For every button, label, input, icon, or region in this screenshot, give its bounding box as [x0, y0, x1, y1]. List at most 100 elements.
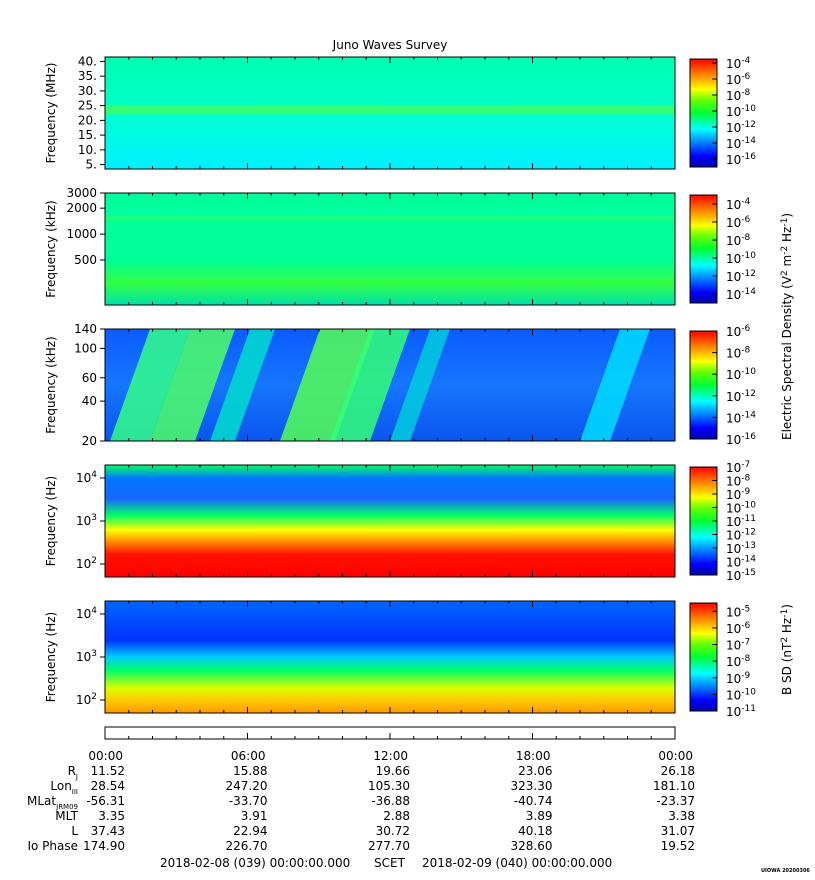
spectrogram-panel: 40.35.30.25.20.15.10.5. Frequency (MHz) [44, 54, 676, 172]
ephemeris-value: 22.94 [233, 824, 267, 838]
colorbar-tick-label: 10-8 [726, 654, 751, 669]
time-tick-label: 18:00 [516, 749, 551, 763]
colorbar-tick-label: 10-9 [726, 487, 751, 502]
y-tick-label: 20 [82, 434, 97, 448]
ephemeris-label: MLatJRM09 [27, 794, 78, 811]
time-tick-label: 00:00 [658, 749, 693, 763]
y-tick-label: 1000 [66, 227, 97, 241]
colorbar-tick-label: 10-9 [726, 671, 751, 686]
footer-scet-label: SCET [374, 856, 406, 870]
colorbar-tick-label: 10-6 [726, 72, 751, 87]
colorbar-ramp [689, 58, 718, 168]
spectrogram-image [105, 57, 675, 169]
y-tick-label: 103 [76, 513, 97, 528]
colorbar-tick-label: 10-11 [726, 514, 756, 529]
colorbar-tick-label: 10-10 [726, 501, 756, 516]
colorbar-ramp [689, 330, 718, 440]
colorbar-tick-label: 10-11 [726, 704, 756, 719]
colorbar-tick-label: 10-7 [726, 460, 750, 475]
ephemeris-value: 181.10 [653, 779, 695, 793]
ephemeris-value: 40.18 [518, 824, 552, 838]
uiowa-stamp: UIOWA 20200306 [761, 868, 810, 874]
emission-band [210, 329, 275, 441]
colorbar-tick-label: 10-10 [726, 251, 756, 266]
chart-title: Juno Waves Survey [332, 38, 448, 52]
ephemeris-value: -33.70 [229, 794, 268, 808]
y-tick-label: 3000 [66, 186, 97, 200]
time-tick-label: 06:00 [231, 749, 266, 763]
ephemeris-value: 3.91 [241, 809, 268, 823]
ephemeris-value: 23.06 [518, 764, 552, 778]
ephemeris-value: 15.88 [233, 764, 267, 778]
colorbar-tick-label: 10-10 [726, 367, 756, 382]
magnetic-colorbar-label: B SD (nT2 Hz-1) [780, 604, 794, 695]
colorbar-tick-label: 10-6 [726, 621, 751, 636]
ephemeris-value: 3.35 [98, 809, 125, 823]
colorbar-tick-label: 10-13 [726, 541, 756, 556]
colorbar-tick-label: 10-10 [726, 104, 756, 119]
emission-band [390, 329, 450, 441]
y-axis-label: Frequency (Hz) [44, 612, 58, 703]
y-tick-label: 2000 [66, 201, 97, 215]
ephemeris-value: 28.54 [91, 779, 125, 793]
emission-band [330, 329, 410, 441]
emission-band [110, 329, 190, 441]
ephemeris-value: 226.70 [226, 839, 268, 853]
ephemeris-value: 3.38 [668, 809, 695, 823]
emission-band [150, 329, 235, 441]
spectrogram-panel: 104 103 102 Frequency (Hz) [44, 464, 676, 578]
colorbar-tick-label: 10-8 [726, 474, 751, 489]
ephemeris-value: 11.52 [91, 764, 125, 778]
colorbar-tick-label: 10-12 [726, 528, 756, 543]
y-tick-label: 30. [78, 84, 97, 98]
y-tick-label: 100 [74, 341, 97, 355]
ephemeris-value: 174.90 [83, 839, 125, 853]
ephemeris-value: 30.72 [376, 824, 410, 838]
colorbar: 10-5 10-6 10-710-8 10-910-10 10-11 [689, 602, 756, 719]
ephemeris-value: 328.60 [511, 839, 553, 853]
colorbar-tick-label: 10-12 [726, 269, 756, 284]
y-tick-label: 102 [76, 692, 97, 707]
footer-end-time: 2018-02-09 (040) 00:00:00.000 [422, 856, 612, 870]
colorbar-tick-label: 10-15 [726, 568, 756, 583]
ephemeris-value: 26.18 [661, 764, 695, 778]
y-tick-label: 104 [76, 470, 97, 485]
ephemeris-value: 37.43 [91, 824, 125, 838]
colorbars: 10-410-610-810-1010-1210-1410-1610-410-6… [689, 56, 756, 719]
colorbar-tick-label: 10-6 [726, 215, 751, 230]
y-tick-label: 25. [78, 99, 97, 113]
ephemeris-value: -40.74 [514, 794, 553, 808]
colorbar-ramp [689, 194, 718, 304]
ephemeris-value: 247.20 [226, 779, 268, 793]
ephemeris-value: 19.52 [661, 839, 695, 853]
spectrogram-panel: 140 100 60 40 20 Frequency (kHz) [44, 322, 676, 448]
colorbar-tick-label: 10-4 [726, 56, 751, 71]
y-tick-label: 10. [78, 143, 97, 157]
colorbar-tick-label: 10-14 [726, 410, 756, 425]
ephemeris-label: MLT [55, 809, 78, 823]
colorbar-tick-label: 10-8 [726, 233, 751, 248]
colorbar: 10-4 10-6 10-8 10-10 10-12 10-14 [689, 194, 756, 304]
spectrogram-image [105, 601, 675, 713]
y-tick-label: 102 [76, 556, 97, 571]
y-axis-label: Frequency (kHz) [44, 200, 58, 297]
spectrogram-panels: 40.35.30.25.20.15.10.5. Frequency (MHz) 30… [44, 54, 676, 714]
footer-start-time: 2018-02-08 (039) 00:00:00.000 [160, 856, 350, 870]
y-tick-label: 104 [76, 606, 97, 621]
colorbar-tick-label: 10-4 [726, 197, 751, 212]
y-axis-label: Frequency (Hz) [44, 476, 58, 567]
colorbar: 10-710-810-910-1010-1110-1210-1310-1410-… [689, 460, 756, 583]
colorbar-tick-label: 10-5 [726, 604, 750, 619]
ephemeris-value: 105.30 [368, 779, 410, 793]
emission-band [280, 329, 375, 441]
time-tick-label: 00:00 [88, 749, 123, 763]
time-tick-label: 12:00 [373, 749, 408, 763]
spectrogram-image [105, 465, 675, 577]
y-axis-label: Frequency (MHz) [44, 63, 58, 164]
y-tick-label: 140 [74, 322, 97, 336]
time-axis: 00:00 06:00 12:00 18:00 00:00 [88, 726, 693, 763]
ephemeris-value: 3.89 [526, 809, 553, 823]
